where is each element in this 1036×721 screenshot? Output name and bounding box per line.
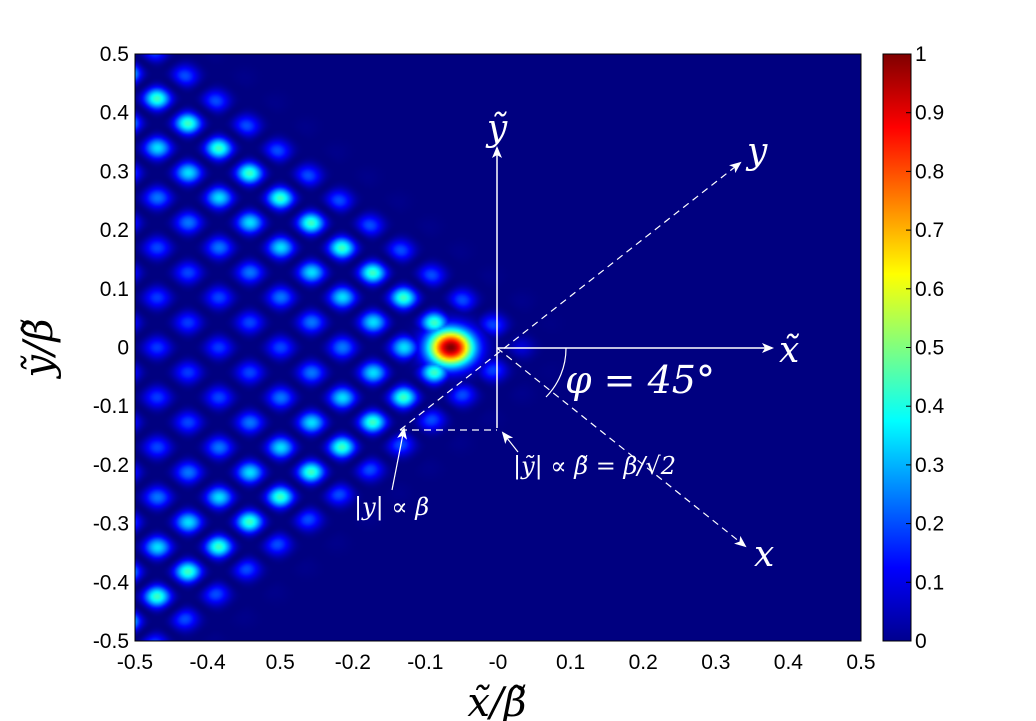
- colorbar-tick-label: 0.2: [915, 513, 944, 536]
- y-tick-labels: 0.5 0.4 0.3 0.2 0.1 0 -0.1 -0.2 -0.3 -0.4 -0.5: [93, 43, 130, 653]
- y-tick-label: 0.4: [100, 102, 130, 125]
- x-tick-label: -0.4: [190, 651, 227, 674]
- colorbar-tick-label: 0.7: [915, 219, 944, 242]
- colorbar-tick-label: 0.8: [915, 160, 944, 183]
- colorbar: 1 0.9 0.8 0.7 0.6 0.5 0.4 0.3 0.2 0.1 0: [882, 43, 945, 653]
- colorbar-tick-label: 0.6: [915, 278, 944, 301]
- colorbar-tick-label: 0: [915, 630, 927, 653]
- y-tick-label: 0.3: [100, 160, 129, 183]
- y-axis-label-rotated: y: [745, 131, 768, 172]
- x-tick-label: 0.5: [266, 651, 295, 674]
- y-tick-label: -0.4: [93, 571, 130, 594]
- x-tick-label: -0.5: [117, 651, 153, 674]
- y-tick-label: -0.3: [93, 513, 129, 536]
- x-tick-label: 0.1: [556, 651, 585, 674]
- y-tick-label: 0.1: [100, 278, 129, 301]
- y-tick-label: 0.2: [100, 219, 129, 242]
- y-axis-dashed-arrow: [399, 161, 742, 431]
- yt-prop-arrow: [501, 431, 519, 453]
- y-prop-arrow: [391, 427, 407, 491]
- x-tick-label: -0.2: [335, 651, 371, 674]
- y-tick-label: 0.5: [100, 43, 129, 66]
- colorbar-tick-label: 0.4: [915, 395, 945, 418]
- colorbar-tick-labels: 1 0.9 0.8 0.7 0.6 0.5 0.4 0.3 0.2 0.1 0: [906, 43, 945, 653]
- y-tick-label: -0.1: [93, 395, 129, 418]
- y-prop-label: |y| ∝ β: [354, 493, 429, 522]
- colorbar-tick-label: 0.1: [915, 571, 944, 594]
- angle-label: φ = 45°: [565, 358, 715, 402]
- colorbar-tick-label: 1: [915, 43, 927, 66]
- x-tick-label: -0.1: [407, 651, 443, 674]
- y-tick-label: 0: [117, 337, 129, 360]
- xt-axis-label: x̃: [779, 330, 799, 371]
- x-tick-label: 0.2: [629, 651, 658, 674]
- colorbar-tick-label: 0.3: [915, 454, 944, 477]
- x-tick-labels: -0.5 -0.4 0.5 -0.2 -0.1 -0 0.1 0.2 0.3 0.4 0.5: [117, 651, 876, 674]
- y-tick-label: -0.2: [93, 454, 129, 477]
- y-tick-label: -0.5: [93, 630, 129, 653]
- angle-arc: [545, 347, 567, 398]
- x-tick-label: 0.4: [774, 651, 804, 674]
- colorbar-tick-label: 0.9: [915, 102, 944, 125]
- colorbar-tick-label: 0.5: [915, 337, 944, 360]
- x-axis-label: x̃/β̃: [467, 680, 526, 721]
- x-tick-label: 0.5: [846, 651, 875, 674]
- yt-prop-label: |ỹ| ∝ β̃ = β/√2: [513, 452, 676, 481]
- x-axis-dashed-arrow: [496, 347, 747, 548]
- annotations: x̃ ỹ y x φ = 45° |y| ∝ β |ỹ| ∝ β̃ = β/√2: [354, 108, 799, 575]
- x-tick-label: 0.3: [701, 651, 730, 674]
- x-axis-label-rotated: x: [754, 534, 774, 575]
- y-axis-label: ỹ/β̃: [16, 318, 62, 379]
- yt-axis-label: ỹ: [485, 108, 508, 149]
- x-tick-label: -0: [489, 651, 508, 674]
- plot-frame: [134, 53, 862, 642]
